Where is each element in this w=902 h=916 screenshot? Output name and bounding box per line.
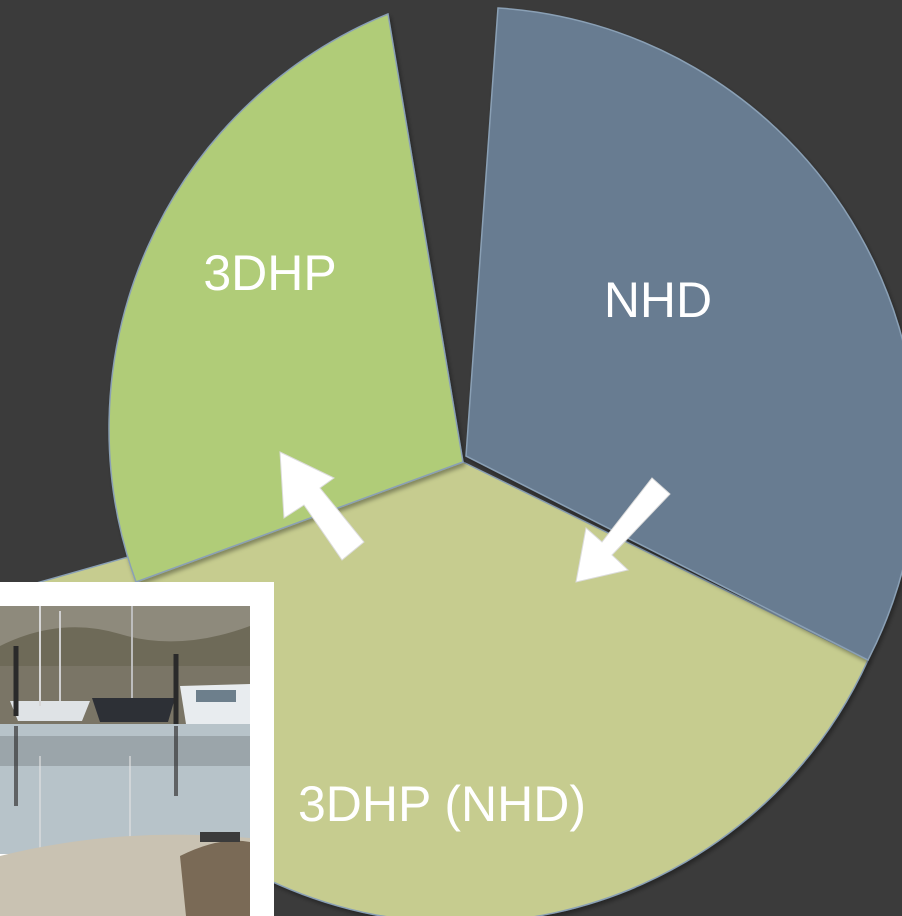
segment-3dhp [108, 12, 464, 583]
segment-nhd [465, 7, 902, 662]
arrow-down-left-icon [575, 477, 671, 583]
segment-label-3dhp: 3DHP [203, 245, 336, 301]
segment-label-3dhp-nhd: 3DHP (NHD) [298, 776, 586, 832]
arrow-up-left-icon [279, 451, 365, 561]
segment-label-nhd: NHD [604, 272, 712, 328]
marina-boats-photo [0, 582, 274, 916]
